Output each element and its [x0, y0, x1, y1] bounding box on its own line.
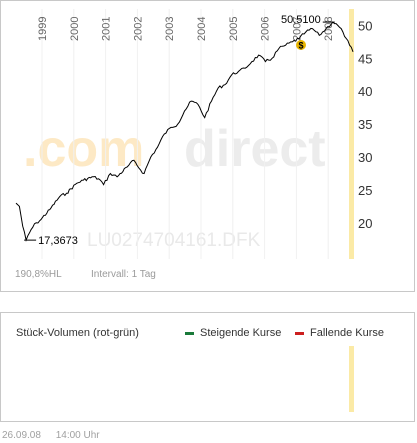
year-label: 2003	[164, 17, 176, 41]
price-chart-panel: .com direct LU0274704161.DFK 1999 2000 200…	[0, 0, 415, 292]
watermark-isin: LU0274704161.DFK	[87, 230, 261, 251]
dividend-marker-glyph: $	[298, 41, 303, 51]
y-tick-label: 30	[358, 150, 372, 165]
year-label: 2004	[196, 17, 208, 41]
y-tick-label: 40	[358, 84, 372, 99]
volume-chart-panel: Stück-Volumen (rot-grün) Steigende Kurse…	[0, 312, 415, 422]
y-tick-label: 45	[358, 51, 372, 66]
year-label: 2006	[260, 17, 272, 41]
watermark-brand-left: .com	[23, 120, 144, 178]
dividend-marker	[296, 40, 306, 50]
hl-label: HL	[48, 269, 62, 280]
y-tick-label: 35	[358, 117, 372, 132]
performance-readout: 190,8%HL	[15, 269, 62, 280]
annotations: 17,3673 50,5100 $	[24, 14, 335, 247]
date-footer: 26.09.08 14:00 Uhr	[2, 430, 112, 441]
legend-falling-label: Fallende Kurse	[310, 327, 384, 339]
year-gridlines	[41, 9, 329, 259]
year-label: 2007	[291, 17, 303, 41]
min-label: 17,3673	[38, 235, 78, 247]
watermark-brand-right: direct	[184, 120, 326, 178]
year-label: 2002	[132, 17, 144, 41]
price-chart: .com direct LU0274704161.DFK 1999 2000 200…	[15, 9, 372, 259]
max-label: 50,5100	[281, 14, 321, 26]
y-tick-label: 50	[358, 18, 372, 33]
year-labels: 1999 2000 2001 2002 2003 2004 2005 2006 2007 2008	[37, 17, 335, 41]
y-tick-label: 25	[358, 183, 372, 198]
legend-rising: Steigende Kurse	[185, 327, 281, 339]
year-label: 2005	[228, 17, 240, 41]
footer-date: 26.09.08	[2, 430, 41, 441]
legend-falling: Fallende Kurse	[295, 327, 384, 339]
interval-label: Intervall: 1 Tag	[91, 269, 156, 280]
year-label: 1999	[37, 17, 49, 41]
year-label: 2008	[323, 17, 335, 41]
volume-highlight	[349, 346, 354, 412]
price-line	[15, 21, 354, 242]
y-tick-label: 20	[358, 216, 372, 231]
falling-swatch	[295, 331, 304, 335]
legend-rising-label: Steigende Kurse	[200, 327, 282, 339]
current-period-highlight	[349, 9, 354, 259]
y-axis-ticks: 20 25 30 35 40 45 50	[358, 18, 372, 230]
performance-value: 190,8%	[15, 269, 49, 280]
rising-swatch	[185, 331, 194, 335]
year-label: 2001	[101, 17, 113, 41]
year-label: 2000	[69, 17, 81, 41]
volume-title: Stück-Volumen (rot-grün)	[16, 327, 139, 339]
footer-time: 14:00 Uhr	[55, 430, 100, 441]
watermark: .com direct LU0274704161.DFK	[23, 120, 326, 251]
